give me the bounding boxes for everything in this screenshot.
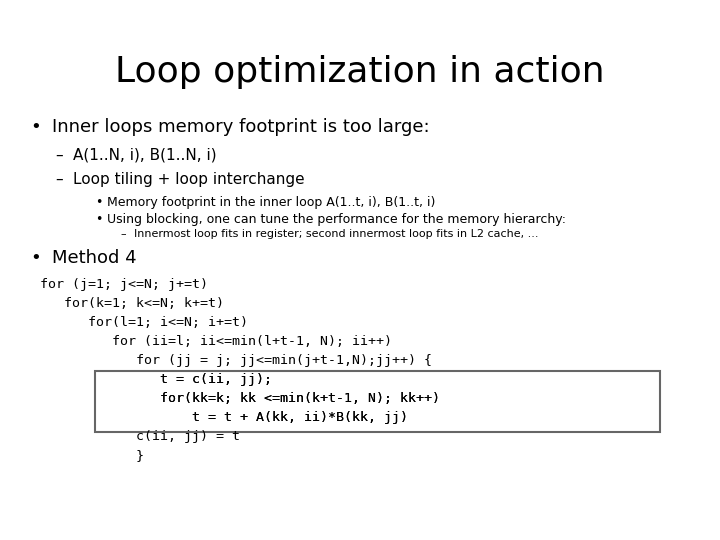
Text: Inner loops memory footprint is too large:: Inner loops memory footprint is too larg… xyxy=(52,118,430,136)
Text: for (j=1; j<=N; j+=t): for (j=1; j<=N; j+=t) xyxy=(40,278,208,291)
Text: Memory footprint in the inner loop A(1..t, i), B(1..t, i): Memory footprint in the inner loop A(1..… xyxy=(107,196,436,209)
Text: –: – xyxy=(55,172,63,187)
Bar xyxy=(95,371,660,432)
Text: Using blocking, one can tune the performance for the memory hierarchy:: Using blocking, one can tune the perform… xyxy=(107,213,566,226)
Text: Method 4: Method 4 xyxy=(52,249,137,267)
Text: –: – xyxy=(55,148,63,163)
Text: •: • xyxy=(95,196,102,209)
Text: –: – xyxy=(120,229,125,239)
Text: for(kk=k; kk <=min(k+t-1, N); kk++): for(kk=k; kk <=min(k+t-1, N); kk++) xyxy=(40,392,440,405)
Text: for(k=1; k<=N; k+=t): for(k=1; k<=N; k+=t) xyxy=(40,297,224,310)
Text: t = t + A(kk, ii)*B(kk, jj): t = t + A(kk, ii)*B(kk, jj) xyxy=(40,411,408,424)
Text: t = t + A(kk, ii)*B(kk, jj): t = t + A(kk, ii)*B(kk, jj) xyxy=(40,411,408,424)
Text: •: • xyxy=(95,213,102,226)
Text: for(kk=k; kk <=min(k+t-1, N); kk++): for(kk=k; kk <=min(k+t-1, N); kk++) xyxy=(40,392,440,405)
Text: }: } xyxy=(40,449,144,462)
Text: t = c(ii, jj);: t = c(ii, jj); xyxy=(40,373,272,386)
Text: •: • xyxy=(30,118,41,136)
Text: Innermost loop fits in register; second innermost loop fits in L2 cache, ...: Innermost loop fits in register; second … xyxy=(134,229,539,239)
Text: c(ii, jj) = t: c(ii, jj) = t xyxy=(40,430,240,443)
Text: for(l=1; i<=N; i+=t): for(l=1; i<=N; i+=t) xyxy=(40,316,248,329)
Text: •: • xyxy=(30,249,41,267)
Text: Loop optimization in action: Loop optimization in action xyxy=(115,55,605,89)
Text: for (jj = j; jj<=min(j+t-1,N);jj++) {: for (jj = j; jj<=min(j+t-1,N);jj++) { xyxy=(40,354,432,367)
Text: for (ii=l; ii<=min(l+t-1, N); ii++): for (ii=l; ii<=min(l+t-1, N); ii++) xyxy=(40,335,392,348)
Text: Loop tiling + loop interchange: Loop tiling + loop interchange xyxy=(73,172,305,187)
Text: t = c(ii, jj);: t = c(ii, jj); xyxy=(40,373,272,386)
Text: A(1..N, i), B(1..N, i): A(1..N, i), B(1..N, i) xyxy=(73,148,217,163)
